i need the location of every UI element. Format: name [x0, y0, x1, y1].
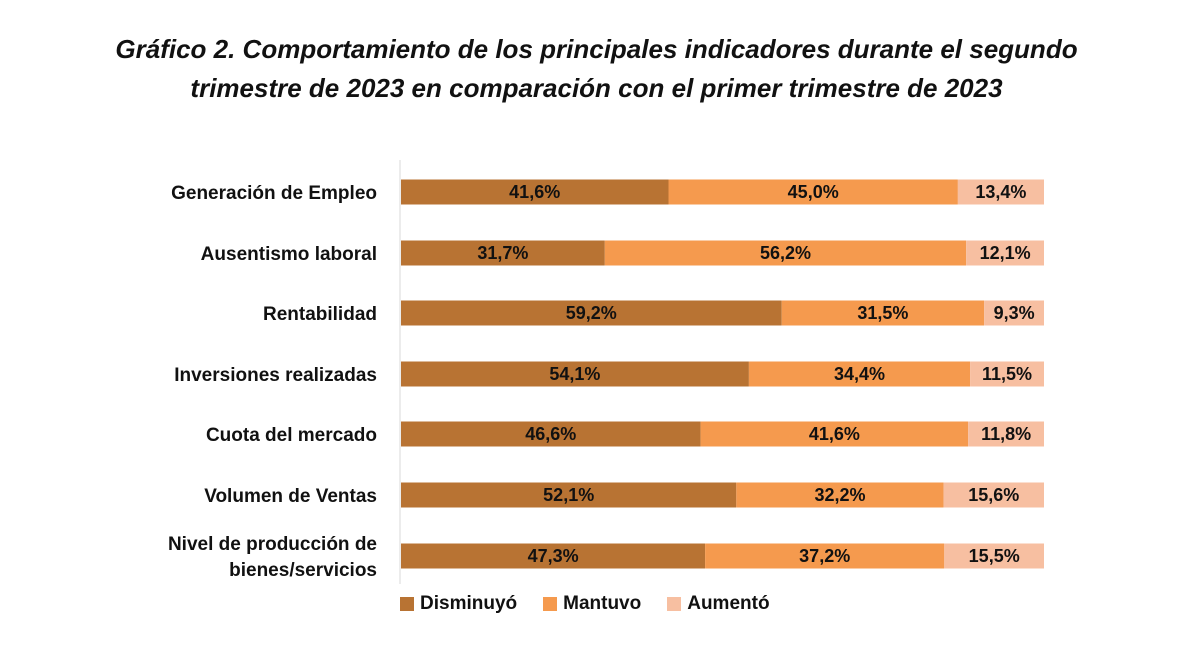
category-label-nivel-de-produccion-de-bienes-servicios-line-1: Nivel de producción de	[168, 534, 377, 555]
legend-swatch-aumento	[667, 597, 682, 611]
bar-cuota-del-mercado-mantuvo	[700, 421, 969, 447]
legend-label-disminuyo: Disminuyó	[420, 593, 518, 614]
data-label-cuota-del-mercado-mantuvo: 41,6%	[809, 424, 860, 444]
data-label-ausentismo-laboral-aumento: 12,1%	[980, 243, 1031, 263]
data-label-rentabilidad-mantuvo: 31,5%	[857, 303, 908, 323]
data-label-rentabilidad-aumento: 9,3%	[994, 303, 1035, 323]
bars-layer: 41,6% 45,0% 13,4% 31,7% 56,2% 12,1% 59,2% 31,5%…	[401, 179, 1044, 569]
data-label-volumen-de-ventas-disminuyo: 52,1%	[543, 485, 594, 505]
legend-swatch-mantuvo	[543, 597, 558, 611]
data-label-rentabilidad-disminuyo: 59,2%	[566, 303, 617, 323]
legend-item-mantuvo: Mantuvo	[543, 593, 641, 615]
legend-item-aumento: Aumentó	[667, 593, 770, 615]
bar-nivel-de-produccion-de-bienes-servicios-mantuvo	[705, 543, 945, 569]
bar-rentabilidad-mantuvo	[781, 300, 985, 326]
bar-inversiones-realizadas-aumento	[970, 361, 1044, 387]
data-label-cuota-del-mercado-aumento: 11,8%	[981, 424, 1031, 444]
data-label-generacion-de-empleo-disminuyo: 41,6%	[509, 182, 560, 202]
bar-nivel-de-produccion-de-bienes-servicios-disminuyo	[401, 543, 706, 569]
category-label-generacion-de-empleo: Generación de Empleo	[171, 183, 377, 204]
data-label-volumen-de-ventas-mantuvo: 32,2%	[814, 485, 865, 505]
data-label-inversiones-realizadas-aumento: 11,5%	[982, 364, 1032, 384]
data-label-generacion-de-empleo-mantuvo: 45,0%	[788, 182, 839, 202]
bar-rentabilidad-aumento	[984, 300, 1044, 326]
legend-label-aumento: Aumentó	[687, 593, 770, 614]
bar-volumen-de-ventas-disminuyo	[401, 482, 737, 508]
bar-generacion-de-empleo-disminuyo	[401, 179, 669, 205]
category-label-volumen-de-ventas: Volumen de Ventas	[204, 486, 377, 507]
bar-volumen-de-ventas-mantuvo	[736, 482, 944, 508]
bar-ausentismo-laboral-disminuyo	[401, 240, 605, 266]
category-label-inversiones-realizadas: Inversiones realizadas	[174, 365, 377, 386]
category-labels-layer: Generación de Empleo Ausentismo laboral Re…	[168, 183, 377, 581]
bar-ausentismo-laboral-mantuvo	[604, 240, 967, 266]
bar-volumen-de-ventas-aumento	[943, 482, 1044, 508]
bar-cuota-del-mercado-aumento	[968, 421, 1044, 447]
category-label-nivel-de-produccion-de-bienes-servicios-line-2: bienes/servicios	[229, 560, 377, 581]
legend-swatch-disminuyo	[400, 597, 414, 611]
bar-ausentismo-laboral-aumento	[966, 240, 1044, 266]
data-label-cuota-del-mercado-disminuyo: 46,6%	[525, 424, 576, 444]
chart-title-line-2: trimestre de 2023 en comparación con el …	[190, 73, 1003, 103]
data-label-ausentismo-laboral-mantuvo: 56,2%	[760, 243, 811, 263]
data-label-nivel-de-produccion-de-bienes-servicios-disminuyo: 47,3%	[528, 546, 579, 566]
bar-rentabilidad-disminuyo	[401, 300, 782, 326]
data-label-inversiones-realizadas-mantuvo: 34,4%	[834, 364, 885, 384]
category-label-rentabilidad: Rentabilidad	[263, 304, 377, 325]
legend-item-disminuyo: Disminuyó	[400, 593, 517, 615]
legend-label-mantuvo: Mantuvo	[563, 593, 642, 614]
bar-inversiones-realizadas-disminuyo	[401, 361, 749, 387]
category-label-ausentismo-laboral: Ausentismo laboral	[201, 244, 377, 265]
data-label-nivel-de-produccion-de-bienes-servicios-aumento: 15,5%	[969, 546, 1020, 566]
chart-title: Gráfico 2. Comportamiento de los princip…	[0, 30, 1193, 108]
data-label-generacion-de-empleo-aumento: 13,4%	[975, 182, 1026, 202]
category-label-cuota-del-mercado: Cuota del mercado	[206, 425, 377, 446]
data-label-ausentismo-laboral-disminuyo: 31,7%	[477, 243, 528, 263]
chart-title-line-1: Gráfico 2. Comportamiento de los princip…	[115, 34, 1078, 64]
bar-generacion-de-empleo-aumento	[957, 179, 1044, 205]
data-label-nivel-de-produccion-de-bienes-servicios-mantuvo: 37,2%	[799, 546, 850, 566]
bar-inversiones-realizadas-mantuvo	[748, 361, 971, 387]
bar-nivel-de-produccion-de-bienes-servicios-aumento	[944, 543, 1044, 569]
bar-generacion-de-empleo-mantuvo	[668, 179, 958, 205]
legend: Disminuyó Mantuvo Aumentó	[400, 592, 796, 616]
data-label-inversiones-realizadas-disminuyo: 54,1%	[549, 364, 600, 384]
data-label-volumen-de-ventas-aumento: 15,6%	[968, 485, 1019, 505]
bar-cuota-del-mercado-disminuyo	[401, 421, 701, 447]
